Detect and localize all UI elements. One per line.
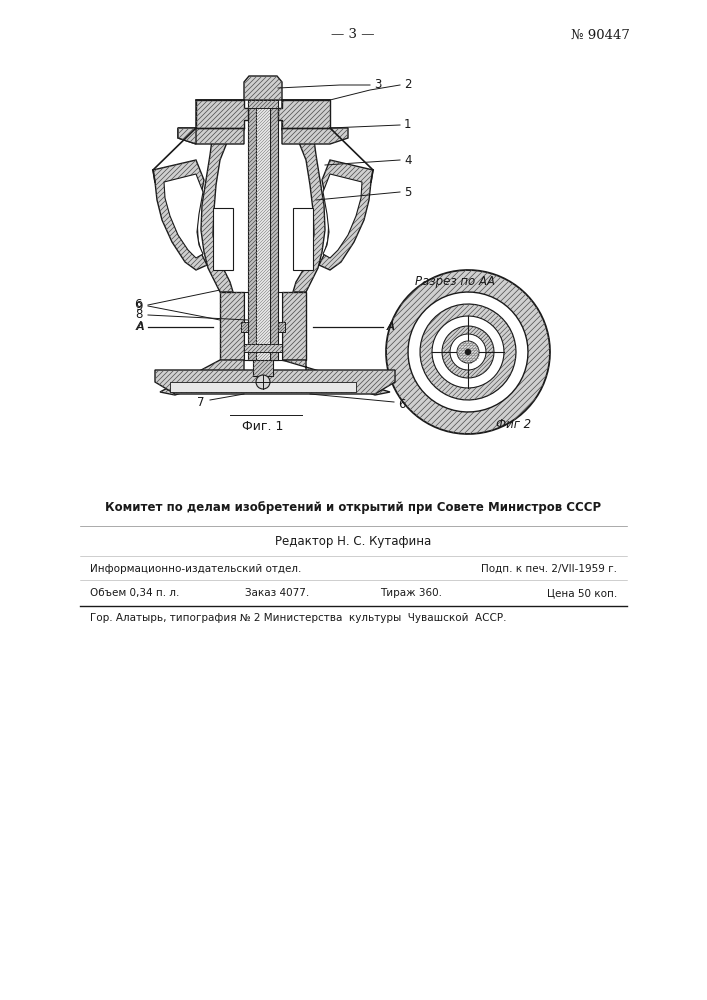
- Text: 8: 8: [136, 308, 143, 322]
- Text: 2: 2: [404, 79, 411, 92]
- Circle shape: [256, 375, 270, 389]
- Text: Фиг. 1: Фиг. 1: [243, 420, 284, 432]
- Text: Комитет по делам изобретений и открытий при Совете Министров СССР: Комитет по делам изобретений и открытий …: [105, 502, 601, 514]
- Polygon shape: [241, 322, 248, 332]
- Text: 7: 7: [197, 395, 205, 408]
- Polygon shape: [196, 100, 248, 128]
- Polygon shape: [244, 76, 282, 100]
- Circle shape: [465, 350, 470, 355]
- Text: Гор. Алатырь, типография № 2 Министерства  культуры  Чувашской  АССР.: Гор. Алатырь, типография № 2 Министерств…: [90, 613, 506, 623]
- Text: 1: 1: [404, 118, 411, 131]
- Polygon shape: [220, 292, 244, 360]
- Text: Тираж 360.: Тираж 360.: [380, 588, 442, 598]
- Polygon shape: [244, 292, 282, 360]
- Text: А: А: [387, 322, 395, 332]
- Polygon shape: [253, 360, 273, 376]
- Polygon shape: [408, 292, 528, 412]
- Polygon shape: [170, 382, 356, 392]
- Polygon shape: [155, 370, 395, 394]
- Text: А: А: [387, 320, 395, 334]
- Text: Подп. к печ. 2/VII-1959 г.: Подп. к печ. 2/VII-1959 г.: [481, 564, 617, 574]
- Polygon shape: [282, 100, 330, 292]
- Polygon shape: [457, 341, 479, 363]
- Text: Цена 50 коп.: Цена 50 коп.: [547, 588, 617, 598]
- Text: А: А: [136, 322, 144, 332]
- Text: 5: 5: [404, 186, 411, 198]
- Text: 6: 6: [398, 397, 406, 410]
- Polygon shape: [160, 360, 244, 395]
- Polygon shape: [442, 326, 494, 378]
- Text: № 90447: № 90447: [571, 28, 629, 41]
- Polygon shape: [278, 100, 330, 128]
- Polygon shape: [256, 100, 270, 360]
- Text: А: А: [136, 320, 144, 334]
- Text: 4: 4: [404, 153, 411, 166]
- Polygon shape: [248, 100, 256, 360]
- Polygon shape: [153, 160, 207, 270]
- Text: Фиг 2: Фиг 2: [496, 418, 531, 430]
- Polygon shape: [282, 360, 390, 395]
- Polygon shape: [178, 128, 244, 144]
- Polygon shape: [282, 128, 348, 144]
- Polygon shape: [178, 128, 196, 144]
- Text: 3: 3: [374, 79, 381, 92]
- Polygon shape: [282, 292, 306, 360]
- Polygon shape: [196, 100, 244, 292]
- Polygon shape: [386, 270, 550, 434]
- Text: Редактор Н. С. Кутафина: Редактор Н. С. Кутафина: [275, 536, 431, 548]
- Text: 9: 9: [136, 300, 143, 312]
- Text: — 3 —: — 3 —: [332, 28, 375, 41]
- Polygon shape: [432, 316, 504, 388]
- Polygon shape: [323, 174, 362, 258]
- Polygon shape: [450, 334, 486, 370]
- Polygon shape: [248, 100, 278, 108]
- Polygon shape: [244, 344, 282, 352]
- Polygon shape: [278, 322, 285, 332]
- Polygon shape: [270, 100, 278, 360]
- Text: Разрез по АА: Разрез по АА: [415, 275, 495, 288]
- Polygon shape: [164, 174, 203, 258]
- Polygon shape: [213, 208, 233, 270]
- Polygon shape: [319, 160, 373, 270]
- Polygon shape: [420, 304, 516, 400]
- Text: Информационно-издательский отдел.: Информационно-издательский отдел.: [90, 564, 301, 574]
- Text: Объем 0,34 п. л.: Объем 0,34 п. л.: [90, 588, 180, 598]
- Text: 6: 6: [134, 298, 142, 312]
- Text: Заказ 4077.: Заказ 4077.: [245, 588, 309, 598]
- Polygon shape: [293, 208, 313, 270]
